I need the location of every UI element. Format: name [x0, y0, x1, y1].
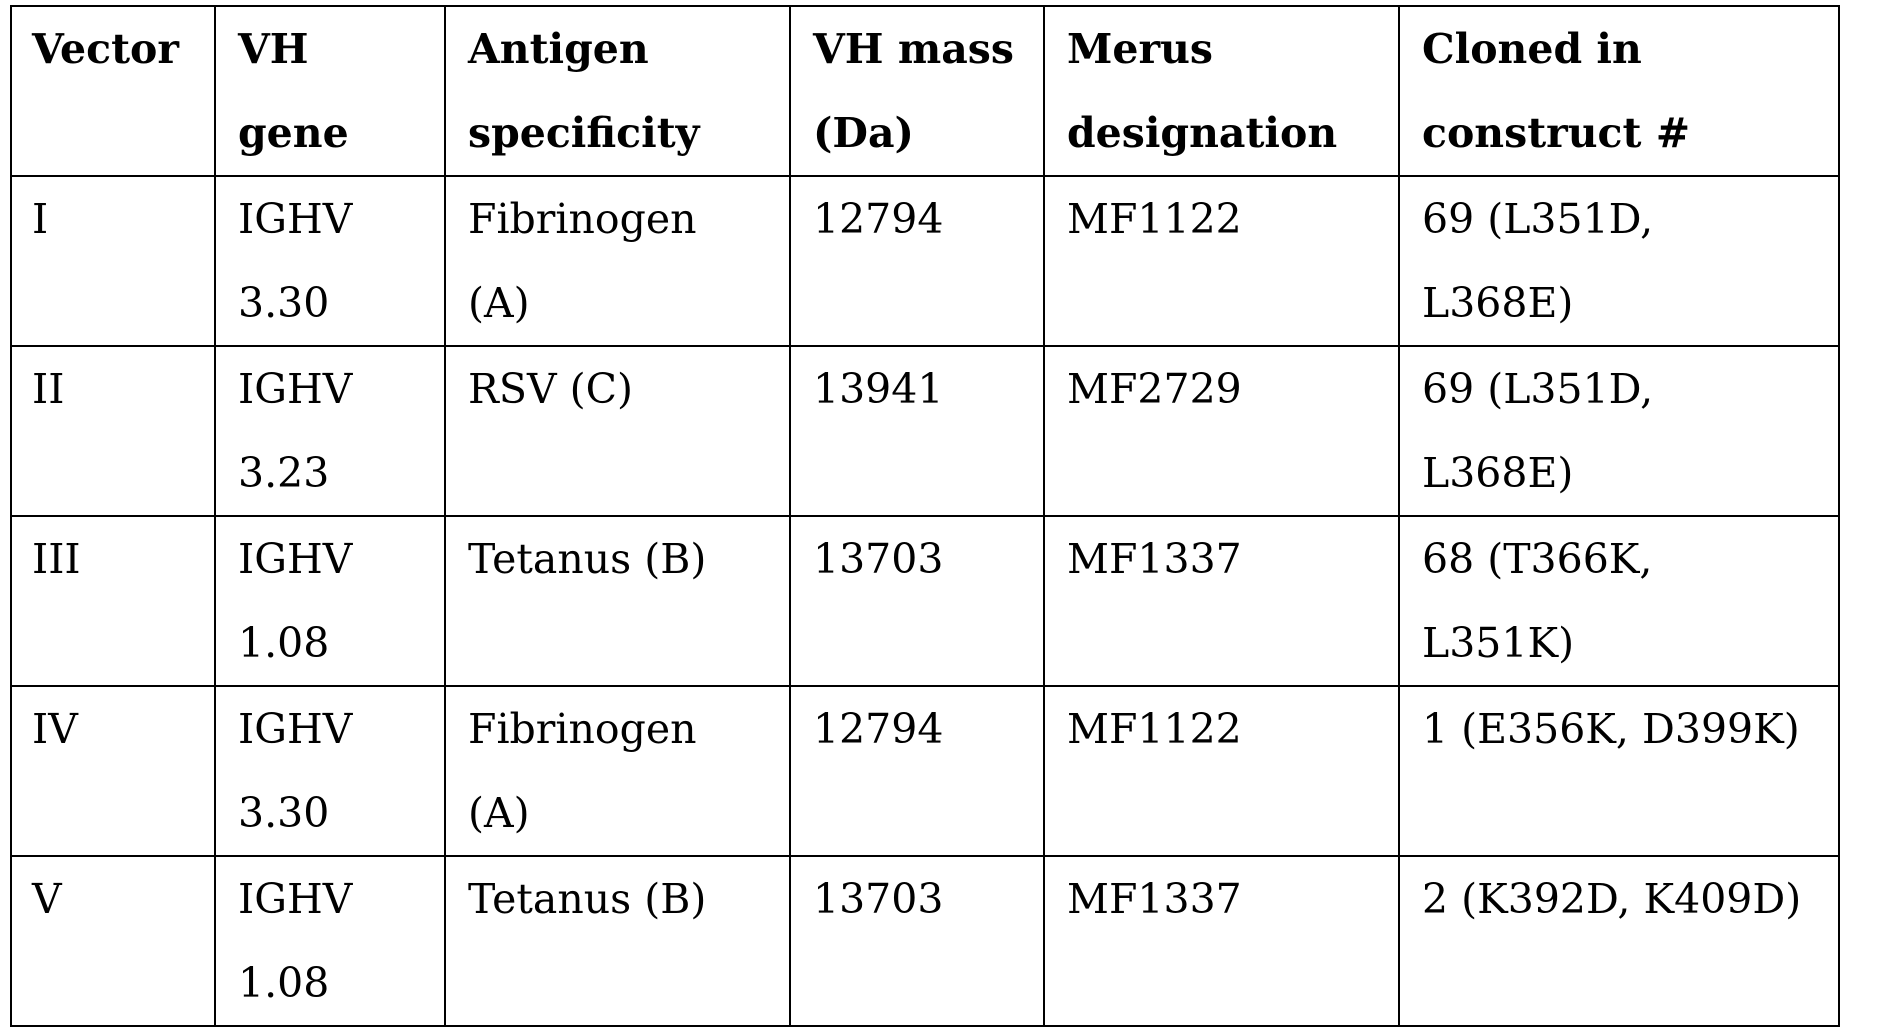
cell-antigen-specificity: RSV (C): [444, 345, 791, 517]
cell-vh-mass: 13941: [789, 345, 1045, 517]
cell-vh-mass: 12794: [789, 685, 1045, 857]
table-row: V IGHV 1.08 Tetanus (B) 13703 MF1337 2 (…: [10, 855, 1840, 1027]
cell-vh-gene: IGHV 3.30: [214, 685, 446, 857]
table-header-row: Vector VH gene Antigen specificity VH ma…: [10, 5, 1840, 177]
cell-vh-mass: 12794: [789, 175, 1045, 347]
table-row: IV IGHV 3.30 Fibrinogen (A) 12794 MF1122…: [10, 685, 1840, 857]
cell-vector: I: [10, 175, 216, 347]
header-merus-designation: Merus designation: [1043, 5, 1400, 177]
header-cloned-in-construct: Cloned in construct #: [1398, 5, 1840, 177]
cell-vector: III: [10, 515, 216, 687]
cell-merus-designation: MF1337: [1043, 855, 1400, 1027]
cell-merus-designation: MF1337: [1043, 515, 1400, 687]
cell-vector: II: [10, 345, 216, 517]
cell-merus-designation: MF2729: [1043, 345, 1400, 517]
table-row: III IGHV 1.08 Tetanus (B) 13703 MF1337 6…: [10, 515, 1840, 687]
cell-cloned-in-construct: 68 (T366K, L351K): [1398, 515, 1840, 687]
cell-vh-gene: IGHV 1.08: [214, 855, 446, 1027]
cell-cloned-in-construct: 2 (K392D, K409D): [1398, 855, 1840, 1027]
cell-merus-designation: MF1122: [1043, 175, 1400, 347]
cell-vh-gene: IGHV 1.08: [214, 515, 446, 687]
vector-table: Vector VH gene Antigen specificity VH ma…: [10, 5, 1840, 1027]
cell-cloned-in-construct: 69 (L351D, L368E): [1398, 345, 1840, 517]
header-vector: Vector: [10, 5, 216, 177]
header-antigen-specificity: Antigen specificity: [444, 5, 791, 177]
cell-antigen-specificity: Fibrinogen (A): [444, 175, 791, 347]
cell-vh-gene: IGHV 3.30: [214, 175, 446, 347]
cell-vh-mass: 13703: [789, 855, 1045, 1027]
data-table-container: Vector VH gene Antigen specificity VH ma…: [10, 5, 1840, 1027]
cell-vector: IV: [10, 685, 216, 857]
header-vh-gene: VH gene: [214, 5, 446, 177]
cell-merus-designation: MF1122: [1043, 685, 1400, 857]
cell-cloned-in-construct: 1 (E356K, D399K): [1398, 685, 1840, 857]
cell-antigen-specificity: Tetanus (B): [444, 515, 791, 687]
cell-vector: V: [10, 855, 216, 1027]
table-row: I IGHV 3.30 Fibrinogen (A) 12794 MF1122 …: [10, 175, 1840, 347]
table-row: II IGHV 3.23 RSV (C) 13941 MF2729 69 (L3…: [10, 345, 1840, 517]
cell-cloned-in-construct: 69 (L351D, L368E): [1398, 175, 1840, 347]
cell-antigen-specificity: Fibrinogen (A): [444, 685, 791, 857]
cell-vh-gene: IGHV 3.23: [214, 345, 446, 517]
header-vh-mass: VH mass (Da): [789, 5, 1045, 177]
cell-antigen-specificity: Tetanus (B): [444, 855, 791, 1027]
cell-vh-mass: 13703: [789, 515, 1045, 687]
